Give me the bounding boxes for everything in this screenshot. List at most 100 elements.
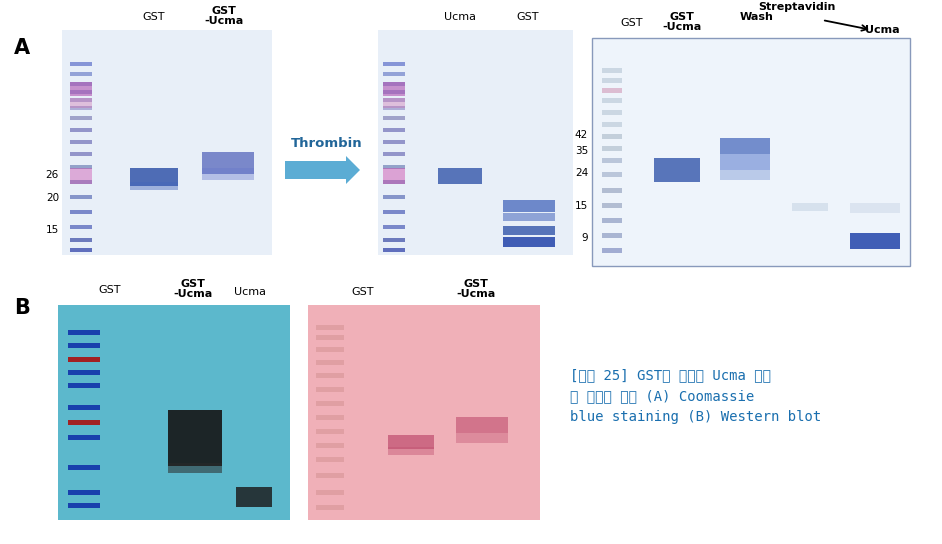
Text: -Ucma: -Ucma xyxy=(204,16,244,26)
Bar xyxy=(316,429,344,434)
Bar xyxy=(202,168,254,180)
Text: 26: 26 xyxy=(46,170,59,180)
Bar xyxy=(383,62,405,66)
Text: GST: GST xyxy=(621,18,643,28)
Text: 20: 20 xyxy=(46,193,59,203)
Text: Ucma: Ucma xyxy=(234,287,266,297)
Bar xyxy=(70,152,92,156)
Bar xyxy=(316,373,344,378)
Bar xyxy=(388,447,434,455)
Bar xyxy=(68,465,100,470)
Bar xyxy=(383,98,405,108)
Bar xyxy=(316,443,344,448)
Bar xyxy=(602,203,622,208)
Bar xyxy=(388,435,434,449)
Text: 15: 15 xyxy=(575,201,588,211)
Text: Thrombin: Thrombin xyxy=(291,137,363,150)
Bar xyxy=(602,158,622,163)
Bar xyxy=(602,233,622,238)
Bar xyxy=(68,490,100,495)
Text: 42: 42 xyxy=(575,130,588,140)
Text: GST: GST xyxy=(99,285,122,295)
Bar xyxy=(70,210,92,214)
Bar xyxy=(70,238,92,242)
Text: 24: 24 xyxy=(575,168,588,178)
Bar xyxy=(720,154,770,170)
Bar xyxy=(316,415,344,420)
Bar xyxy=(383,82,405,96)
Bar xyxy=(68,503,100,508)
Bar xyxy=(383,225,405,229)
Bar xyxy=(316,473,344,478)
Bar xyxy=(316,490,344,495)
Text: GST: GST xyxy=(181,279,205,289)
Bar xyxy=(383,195,405,199)
Bar xyxy=(236,487,272,507)
Bar xyxy=(503,226,555,235)
Bar xyxy=(70,90,92,94)
Bar xyxy=(383,128,405,132)
Bar xyxy=(70,106,92,110)
Bar xyxy=(602,146,622,151)
Bar xyxy=(602,78,622,83)
FancyArrow shape xyxy=(285,156,360,184)
Bar xyxy=(383,90,405,94)
Bar xyxy=(438,168,482,184)
Bar xyxy=(383,152,405,156)
Bar xyxy=(383,238,405,242)
Text: Ucma: Ucma xyxy=(865,25,900,35)
Bar xyxy=(202,152,254,174)
Bar xyxy=(503,213,555,221)
Bar xyxy=(68,343,100,348)
Bar xyxy=(602,98,622,103)
Bar xyxy=(383,116,405,120)
Text: Ucma: Ucma xyxy=(444,12,476,22)
Bar xyxy=(70,168,92,184)
Bar xyxy=(602,110,622,115)
Bar xyxy=(602,122,622,127)
Text: 35: 35 xyxy=(575,146,588,156)
Text: Streptavidin: Streptavidin xyxy=(758,2,836,12)
Bar xyxy=(70,116,92,120)
Bar xyxy=(383,82,405,86)
Text: Wash: Wash xyxy=(740,12,774,22)
Bar xyxy=(383,210,405,214)
Bar xyxy=(456,433,508,443)
Bar xyxy=(70,225,92,229)
Bar xyxy=(654,158,700,182)
Text: GST: GST xyxy=(143,12,165,22)
Bar xyxy=(68,357,100,362)
Bar xyxy=(602,218,622,223)
Bar xyxy=(168,410,222,466)
Bar xyxy=(316,325,344,330)
Bar xyxy=(70,98,92,102)
Bar xyxy=(316,360,344,365)
Bar xyxy=(720,170,770,180)
Bar xyxy=(70,165,92,169)
Bar xyxy=(70,128,92,132)
Bar xyxy=(70,72,92,76)
Bar xyxy=(68,405,100,410)
Bar xyxy=(168,463,222,473)
Bar xyxy=(850,233,900,249)
Bar xyxy=(130,182,178,190)
Text: GST: GST xyxy=(463,279,489,289)
Bar xyxy=(68,383,100,388)
Bar xyxy=(316,335,344,340)
Bar xyxy=(792,203,828,211)
Bar xyxy=(456,417,508,433)
Bar xyxy=(383,248,405,252)
Bar xyxy=(68,330,100,335)
Bar xyxy=(503,200,555,212)
Bar xyxy=(602,68,622,73)
Bar xyxy=(316,505,344,510)
Bar xyxy=(70,62,92,66)
Bar xyxy=(383,72,405,76)
Bar xyxy=(378,30,573,255)
Bar xyxy=(68,370,100,375)
Bar xyxy=(720,138,770,154)
Text: A: A xyxy=(14,38,30,58)
Bar xyxy=(316,457,344,462)
Bar xyxy=(316,347,344,352)
Bar xyxy=(70,180,92,184)
